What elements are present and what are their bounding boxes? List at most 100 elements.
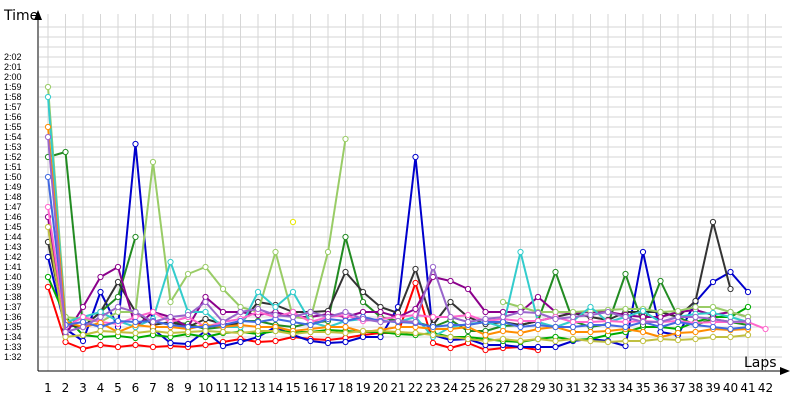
x-tick-label: 15 (285, 381, 300, 395)
data-point (709, 315, 717, 323)
data-point (534, 343, 542, 351)
y-tick-label: 1:41 (4, 262, 22, 272)
data-point (412, 265, 419, 273)
data-point (727, 325, 734, 333)
data-point (167, 298, 174, 306)
x-axis-arrow (780, 367, 790, 375)
data-point (44, 203, 52, 211)
data-point (184, 311, 192, 319)
data-point (202, 333, 209, 341)
data-point (429, 263, 437, 271)
data-point (377, 327, 384, 335)
data-point (184, 270, 192, 278)
y-tick-label: 1:48 (4, 192, 22, 202)
data-point (184, 328, 192, 336)
data-point (569, 335, 577, 343)
x-tick-label: 25 (460, 381, 475, 395)
data-point (744, 323, 752, 331)
data-point (622, 318, 629, 326)
y-tick-label: 1:35 (4, 322, 22, 332)
data-point (184, 323, 192, 331)
data-point (499, 308, 507, 316)
data-point (219, 308, 227, 316)
data-point (237, 303, 244, 311)
data-point (482, 308, 489, 316)
data-point (202, 315, 209, 323)
data-point (639, 307, 647, 315)
data-point (482, 315, 489, 323)
data-point (307, 308, 314, 316)
data-point (167, 329, 174, 337)
data-point (674, 313, 682, 321)
data-point (639, 248, 647, 256)
data-point (219, 285, 227, 293)
data-point (692, 328, 699, 336)
data-point (359, 315, 367, 323)
data-point (149, 327, 157, 335)
data-point (692, 321, 699, 329)
data-point (622, 305, 629, 313)
x-tick-label: 22 (408, 381, 423, 395)
data-point (499, 335, 507, 343)
data-point (254, 338, 262, 346)
data-point (167, 313, 174, 321)
data-point (202, 298, 209, 306)
data-point (79, 331, 87, 339)
data-point (114, 328, 122, 336)
x-tick-label: 41 (740, 381, 755, 395)
data-point (552, 308, 559, 316)
data-point (604, 308, 612, 316)
data-point (622, 313, 629, 321)
data-point (44, 133, 52, 141)
data-point (237, 338, 244, 346)
x-tick-label: 19 (355, 381, 370, 395)
x-tick-label: 2 (62, 381, 70, 395)
data-point (709, 278, 717, 286)
data-point (709, 323, 717, 331)
data-point (657, 277, 664, 285)
x-tick-label: 37 (670, 381, 685, 395)
data-point (359, 327, 367, 335)
data-point (744, 317, 752, 325)
x-tick-label: 38 (688, 381, 703, 395)
data-point (359, 298, 367, 306)
data-point (534, 293, 542, 301)
data-point (44, 283, 52, 291)
x-tick-label: 7 (149, 381, 157, 395)
data-point (464, 311, 472, 319)
data-point (359, 308, 367, 316)
x-tick-labels: 1 2 3 4 5 6 7 8 9 10 11 12 13 14 15 16 17 18 19 20 21 22 23 24 2… (44, 381, 773, 395)
data-point (394, 323, 402, 331)
data-point (569, 313, 577, 321)
data-point (552, 315, 559, 323)
data-point (289, 218, 297, 226)
x-tick-label: 13 (250, 381, 265, 395)
x-tick-label: 26 (478, 381, 493, 395)
data-point (517, 248, 524, 256)
data-point (184, 340, 192, 348)
data-point (499, 313, 507, 321)
data-point (342, 323, 349, 331)
data-point (219, 318, 227, 326)
x-tick-label: 11 (215, 381, 230, 395)
x-tick-label: 33 (600, 381, 615, 395)
data-point (447, 313, 454, 321)
data-point (709, 218, 717, 226)
data-point (272, 311, 279, 319)
data-point (377, 303, 384, 311)
y-tick-label: 1:49 (4, 182, 22, 192)
data-point (132, 334, 139, 342)
data-point (44, 223, 52, 231)
data-point (709, 309, 717, 317)
data-point (79, 303, 87, 311)
data-point (587, 337, 594, 345)
data-point (132, 308, 139, 316)
data-point (342, 308, 349, 316)
x-tick-label: 34 (618, 381, 633, 395)
data-point (744, 288, 752, 296)
y-tick-label: 1:52 (4, 152, 22, 162)
data-point (534, 335, 542, 343)
series-14 (44, 133, 752, 336)
data-point (622, 270, 629, 278)
